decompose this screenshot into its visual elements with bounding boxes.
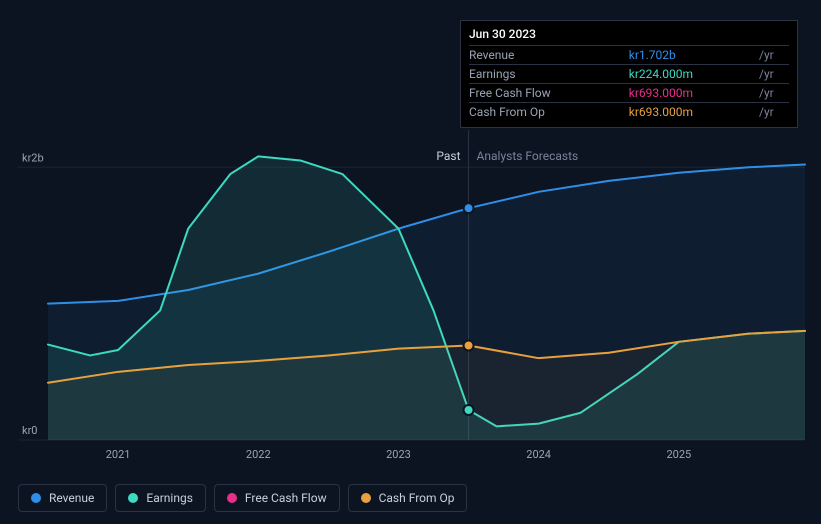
tooltip-unit: /yr (755, 65, 789, 84)
tooltip-date: Jun 30 2023 (469, 27, 789, 45)
tooltip-row: Revenuekr1.702b/yr (469, 46, 789, 65)
svg-text:Past: Past (436, 149, 460, 163)
tooltip-label: Revenue (469, 46, 619, 65)
svg-text:2025: 2025 (666, 448, 691, 461)
tooltip-row: Cash From Opkr693.000m/yr (469, 103, 789, 122)
tooltip-unit: /yr (755, 46, 789, 65)
svg-text:kr0: kr0 (22, 424, 38, 437)
legend-item-fcf[interactable]: Free Cash Flow (214, 484, 340, 512)
tooltip-value: kr224.000m (619, 65, 755, 84)
legend-label: Earnings (146, 491, 193, 505)
tooltip-table: Revenuekr1.702b/yrEarningskr224.000m/yrF… (469, 45, 789, 121)
hover-tooltip: Jun 30 2023 Revenuekr1.702b/yrEarningskr… (460, 20, 798, 128)
tooltip-value: kr693.000m (619, 84, 755, 103)
svg-text:2023: 2023 (386, 448, 411, 461)
svg-text:2022: 2022 (246, 448, 271, 461)
legend-label: Free Cash Flow (245, 491, 327, 505)
legend-label: Revenue (49, 491, 94, 505)
legend-dot (128, 493, 138, 503)
legend-item-cfo[interactable]: Cash From Op (348, 484, 468, 512)
svg-text:kr2b: kr2b (22, 151, 44, 164)
tooltip-unit: /yr (755, 103, 789, 122)
tooltip-unit: /yr (755, 84, 789, 103)
svg-text:2024: 2024 (526, 448, 551, 461)
tooltip-label: Cash From Op (469, 103, 619, 122)
legend-item-earnings[interactable]: Earnings (115, 484, 206, 512)
legend-dot (361, 493, 371, 503)
tooltip-label: Free Cash Flow (469, 84, 619, 103)
tooltip-label: Earnings (469, 65, 619, 84)
legend-label: Cash From Op (379, 491, 455, 505)
svg-text:2021: 2021 (106, 448, 131, 461)
legend-dot (227, 493, 237, 503)
tooltip-row: Earningskr224.000m/yr (469, 65, 789, 84)
tooltip-value: kr1.702b (619, 46, 755, 65)
tooltip-row: Free Cash Flowkr693.000m/yr (469, 84, 789, 103)
tooltip-value: kr693.000m (619, 103, 755, 122)
legend-item-revenue[interactable]: Revenue (18, 484, 107, 512)
svg-text:Analysts Forecasts: Analysts Forecasts (477, 149, 579, 163)
chart-legend: Revenue Earnings Free Cash Flow Cash From O… (18, 484, 467, 512)
legend-dot (31, 493, 41, 503)
